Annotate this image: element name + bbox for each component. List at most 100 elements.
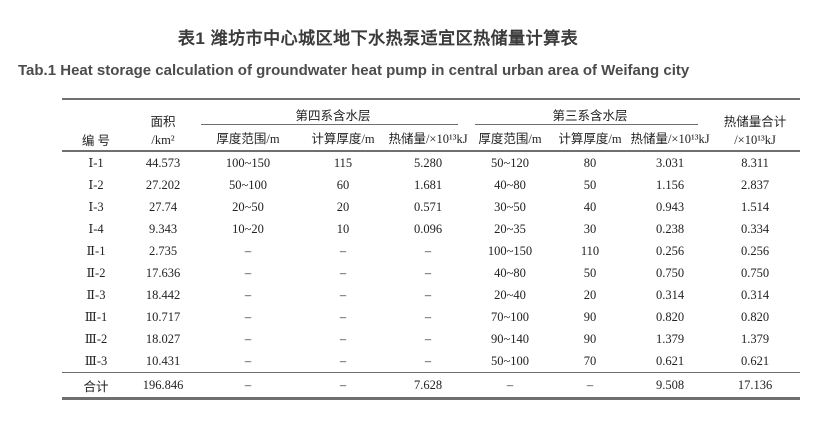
cell-t-thickness: – — [550, 372, 631, 399]
cell-area: 9.343 — [148, 221, 178, 236]
cell-t-thickness: 50 — [583, 177, 597, 192]
cell-q4-heat: – — [424, 353, 432, 368]
cell-q4-heat: 1.681 — [413, 177, 443, 192]
header-total-line1: 热储量合计 — [723, 114, 787, 129]
cell-area: 44.573 — [145, 155, 181, 170]
cell-no: Ⅱ-3 — [86, 288, 106, 302]
cell-t-range: 30~50 — [494, 199, 526, 214]
cell-q4-range: – — [244, 331, 252, 346]
cell-q4-thickness: 10 — [336, 221, 350, 236]
header-total-line2: /×10¹³kJ — [734, 132, 776, 147]
cell-q4-range: – — [244, 353, 252, 368]
cell-total: 2.837 — [740, 177, 770, 192]
cell-t-heat: 0.750 — [655, 265, 685, 280]
header-group-quaternary-aquifer: 第四系含水层 — [196, 99, 470, 125]
cell-q4-heat: 0.571 — [413, 199, 443, 214]
cell-t-heat: 0.621 — [655, 353, 685, 368]
cell-q4-thickness: – — [339, 309, 347, 324]
cell-q4-heat: – — [424, 265, 432, 280]
cell-no: Ⅰ-1 — [88, 156, 104, 170]
header-q4-thickness-range: 厚度范围/m — [216, 132, 280, 146]
cell-no: Ⅱ-1 — [86, 244, 106, 258]
cell-t-heat: 9.508 — [630, 372, 711, 399]
cell-q4-thickness: – — [339, 353, 347, 368]
cell-t-thickness: 40 — [583, 199, 597, 214]
heat-storage-table: 编 号 面积 /km² 第四系含水层 第三系含水层 热储量合计 /×10¹³kJ… — [62, 98, 801, 400]
cell-t-thickness: 70 — [583, 353, 597, 368]
cell-t-heat: 1.156 — [655, 177, 685, 192]
cell-q4-range: 50~100 — [228, 177, 267, 192]
table-row: Ⅱ-3 18.442 – – – 20~40 20 0.314 0.314 — [62, 284, 800, 306]
cell-t-thickness: 30 — [583, 221, 597, 236]
cell-no: Ⅰ-4 — [88, 222, 104, 236]
cell-q4-range: – — [244, 265, 252, 280]
header-no: 编 号 — [81, 134, 111, 148]
cell-area: 18.027 — [145, 331, 181, 346]
cell-t-range: 40~80 — [494, 265, 526, 280]
cell-t-range: 90~140 — [491, 331, 530, 346]
table-row: Ⅰ-2 27.202 50~100 60 1.681 40~80 50 1.15… — [62, 174, 800, 196]
table-caption-english: Tab.1 Heat storage calculation of ground… — [18, 62, 690, 79]
cell-area: 17.636 — [145, 265, 181, 280]
cell-t-thickness: 90 — [583, 331, 597, 346]
cell-area: 10.431 — [145, 353, 181, 368]
cell-t-heat: 0.943 — [655, 199, 685, 214]
cell-t-range: 40~80 — [494, 177, 526, 192]
header-q4-heat-storage: 热储量/×10¹³kJ — [388, 132, 468, 146]
cell-q4-range: – — [244, 309, 252, 324]
header-t-calc-thickness: 计算厚度/m — [558, 132, 622, 146]
cell-t-heat: 1.379 — [655, 331, 685, 346]
cell-t-range: 20~35 — [494, 221, 526, 236]
cell-t-thickness: 90 — [583, 309, 597, 324]
cell-q4-thickness: – — [300, 372, 386, 399]
cell-total: 0.621 — [740, 353, 770, 368]
cell-t-thickness: 20 — [583, 287, 597, 302]
cell-q4-thickness: 60 — [336, 177, 350, 192]
table-row: Ⅰ-1 44.573 100~150 115 5.280 50~120 80 3… — [62, 151, 800, 174]
cell-t-heat: 0.238 — [655, 221, 685, 236]
cell-q4-heat: 0.096 — [413, 221, 443, 236]
header-t-thickness-range: 厚度范围/m — [478, 132, 542, 146]
cell-area: 196.846 — [130, 372, 196, 399]
header-t-heat-storage: 热储量/×10¹³kJ — [630, 132, 710, 146]
cell-q4-thickness: – — [339, 243, 347, 258]
cell-no: Ⅲ-2 — [84, 332, 108, 346]
cell-q4-range: – — [196, 372, 300, 399]
header-group-tertiary-aquifer: 第三系含水层 — [470, 99, 710, 125]
header-area-line2: /km² — [151, 132, 175, 147]
cell-total: 0.314 — [740, 287, 770, 302]
cell-t-range: 50~100 — [491, 353, 530, 368]
cell-no: Ⅰ-3 — [88, 200, 104, 214]
cell-area: 10.717 — [145, 309, 181, 324]
cell-t-heat: 0.256 — [655, 243, 685, 258]
cell-q4-range: – — [244, 243, 252, 258]
table-row: Ⅱ-1 2.735 – – – 100~150 110 0.256 0.256 — [62, 240, 800, 262]
cell-t-heat: 0.314 — [655, 287, 685, 302]
cell-q4-heat: – — [424, 287, 432, 302]
cell-total: 8.311 — [741, 155, 769, 170]
cell-no: Ⅱ-2 — [86, 266, 106, 280]
cell-t-range: 20~40 — [494, 287, 526, 302]
cell-no: Ⅲ-3 — [84, 354, 108, 368]
table-row: Ⅰ-4 9.343 10~20 10 0.096 20~35 30 0.238 … — [62, 218, 800, 240]
cell-total: 1.514 — [740, 199, 770, 214]
header-q4-calc-thickness: 计算厚度/m — [311, 132, 375, 146]
table-row: Ⅲ-2 18.027 – – – 90~140 90 1.379 1.379 — [62, 328, 800, 350]
cell-no: 合计 — [62, 372, 130, 399]
header-area: 面积 /km² — [130, 99, 196, 151]
cell-q4-heat: – — [424, 309, 432, 324]
cell-area: 2.735 — [148, 243, 178, 258]
cell-area: 27.202 — [145, 177, 181, 192]
cell-t-range: 70~100 — [491, 309, 530, 324]
table-caption-chinese: 表1 潍坊市中心城区地下水热泵适宜区热储量计算表 — [177, 29, 579, 48]
header-heat-storage-total: 热储量合计 /×10¹³kJ — [710, 99, 800, 151]
table-row: Ⅲ-3 10.431 – – – 50~100 70 0.621 0.621 — [62, 350, 800, 373]
cell-t-range: 50~120 — [491, 155, 530, 170]
header-area-line1: 面积 — [150, 114, 176, 129]
cell-q4-heat: 7.628 — [386, 372, 471, 399]
cell-q4-range: 10~20 — [232, 221, 264, 236]
table-row: Ⅰ-3 27.74 20~50 20 0.571 30~50 40 0.943 … — [62, 196, 800, 218]
cell-q4-thickness: 20 — [336, 199, 350, 214]
cell-t-range: 100~150 — [487, 243, 533, 258]
cell-t-thickness: 110 — [580, 243, 600, 258]
